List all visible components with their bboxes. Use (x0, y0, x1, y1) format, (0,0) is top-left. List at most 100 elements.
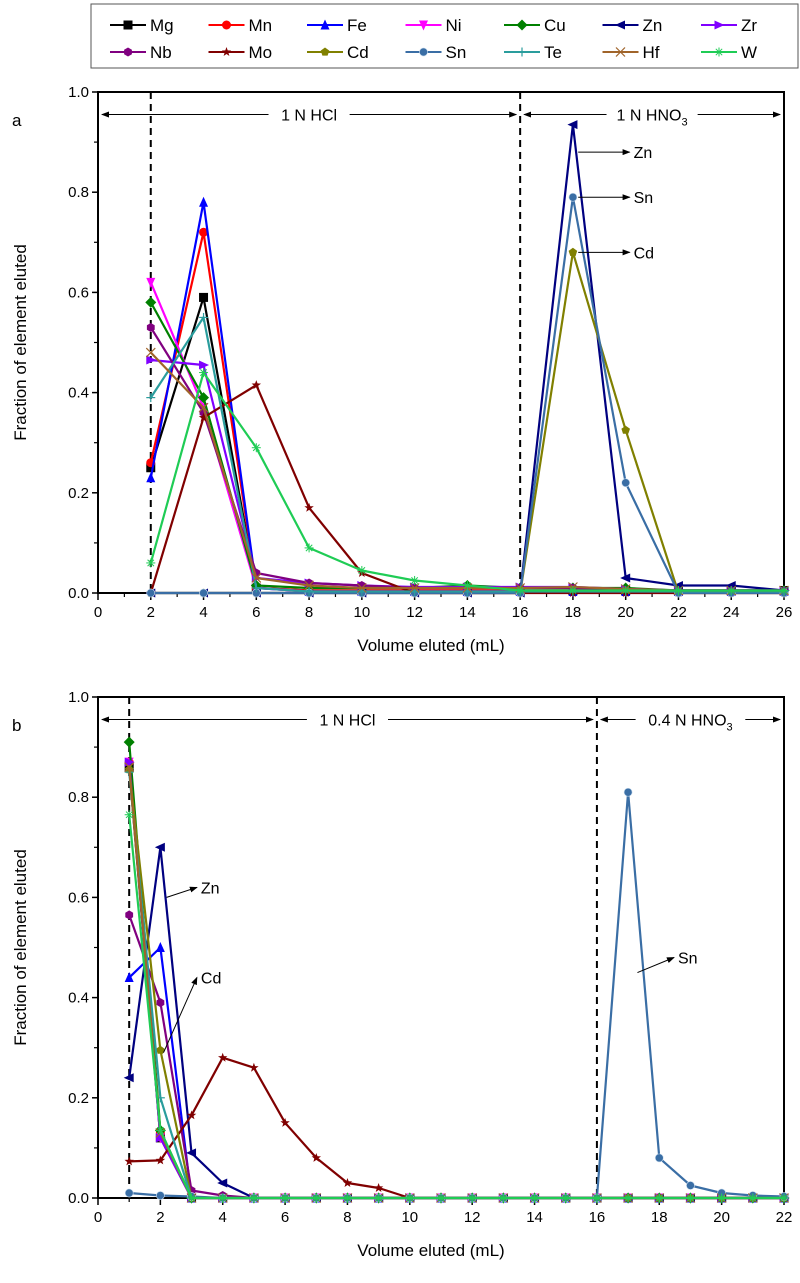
data-point-sn (568, 192, 578, 202)
marker-stroke (727, 586, 735, 595)
data-point-w (673, 585, 683, 595)
series-cu (145, 296, 790, 596)
series-line-mn (128, 762, 784, 1200)
legend-box (90, 3, 799, 69)
data-point-te (251, 583, 261, 593)
legend-label: Zr (741, 16, 757, 35)
data-point-mo (155, 1155, 166, 1165)
marker-stroke (281, 1194, 289, 1202)
data-point-sn (686, 1181, 695, 1190)
x-tick-label: 20 (617, 604, 634, 621)
y-tick-label: 1.0 (68, 689, 89, 706)
data-point-hf (251, 573, 262, 583)
data-point-w (311, 1193, 321, 1203)
marker-stroke (411, 576, 419, 585)
data-point-w (467, 1193, 477, 1203)
series-line-cd (128, 769, 784, 1200)
legend-marker-icon (221, 47, 232, 56)
data-point-w (405, 1193, 415, 1203)
data-point-cu (123, 736, 135, 748)
data-point-w (779, 1193, 789, 1203)
legend-label: Fe (347, 16, 367, 35)
data-point-mo (280, 1117, 290, 1127)
x-tick-label: 12 (406, 604, 423, 621)
data-point-w (357, 565, 367, 575)
marker-stroke (406, 1194, 414, 1202)
data-point-w (515, 585, 525, 595)
x-tick-label: 6 (281, 1209, 289, 1226)
marker-stroke (437, 1194, 445, 1202)
legend-marker-icon (123, 20, 133, 30)
marker-stroke (375, 1194, 383, 1202)
series-line-ni (128, 762, 784, 1200)
series-line-mo (149, 384, 784, 595)
series-te (124, 767, 789, 1203)
series-line-fe (128, 946, 784, 1200)
x-tick-label: 10 (354, 604, 371, 621)
data-point-cd (621, 425, 630, 434)
x-tick-label: 26 (776, 604, 793, 621)
legend-marker-icon (516, 19, 528, 31)
marker-stroke (198, 402, 209, 413)
data-point-sn (199, 588, 208, 598)
series-hf (124, 762, 789, 1203)
marker-stroke (219, 1194, 227, 1202)
marker-stroke (343, 1194, 351, 1202)
marker-stroke (686, 1194, 694, 1202)
series-line-sn (129, 791, 785, 1200)
legend-item-nb: Nb (110, 43, 172, 62)
data-point-w (410, 575, 420, 585)
series-mg (124, 762, 789, 1203)
marker-stroke (252, 444, 260, 452)
data-point-mo (249, 1062, 259, 1072)
legend-marker-icon (222, 20, 231, 30)
data-point-w (342, 1193, 352, 1203)
region-label: 1 N HNO3 (617, 108, 688, 129)
series-line-mo (129, 1056, 784, 1200)
legend-marker-icon (714, 20, 725, 30)
x-tick-label: 4 (219, 1209, 227, 1226)
data-point-w (530, 1193, 540, 1203)
series-zr (146, 355, 790, 595)
data-point-mo (198, 412, 209, 422)
y-tick-label: 0.6 (68, 889, 89, 906)
series-line-w (149, 371, 784, 592)
plot-frame (97, 91, 785, 594)
data-point-w (726, 585, 736, 595)
legend-item-mo: Mo (208, 43, 272, 62)
data-point-w (124, 810, 134, 820)
y-tick-label: 0.0 (68, 585, 89, 602)
legend-item-fe: Fe (307, 16, 367, 35)
legend-marker-icon (615, 20, 625, 30)
legend-marker-icon (320, 47, 330, 56)
x-tick-label: 8 (343, 1209, 351, 1226)
marker-stroke (516, 586, 524, 595)
data-point-mo (342, 1178, 353, 1187)
data-point-w (155, 1125, 165, 1135)
data-point-w (498, 1193, 508, 1203)
annotation-arrow (163, 976, 198, 1053)
legend-label: Cu (544, 16, 566, 35)
series-cu (123, 736, 790, 1204)
region-label: 1 N HCl (281, 108, 337, 125)
marker-stroke (251, 573, 262, 583)
series-w (124, 810, 789, 1203)
data-point-te (146, 393, 156, 403)
y-tick-label: 0.2 (68, 485, 89, 502)
data-point-zn (620, 573, 631, 583)
data-point-w (568, 585, 578, 595)
data-point-hf (409, 583, 420, 593)
data-point-w (779, 585, 789, 595)
legend-item-w: W (701, 43, 757, 62)
data-point-w (592, 1193, 602, 1203)
data-point-w (561, 1193, 571, 1203)
marker-stroke (409, 583, 420, 593)
annotation-arrow (637, 957, 675, 974)
legend-item-te: Te (504, 43, 562, 62)
x-tick-label: 22 (670, 604, 687, 621)
y-tick-label: 1.0 (68, 84, 89, 101)
marker-stroke (356, 583, 367, 593)
y-axis-title: Fraction of element eluted (11, 849, 30, 1046)
data-point-hf (198, 402, 209, 413)
